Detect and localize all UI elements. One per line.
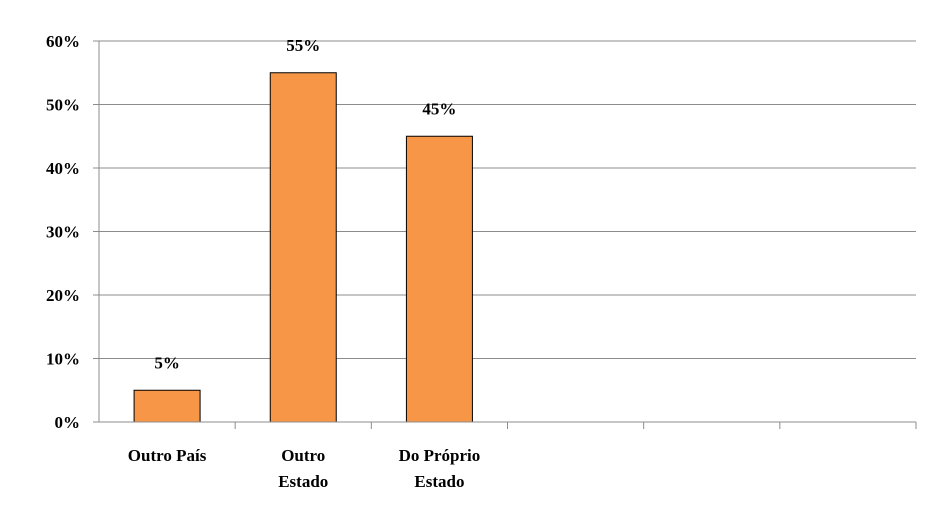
bar xyxy=(269,72,337,423)
x-category-label: Estado xyxy=(278,472,328,491)
x-category-label: Outro xyxy=(281,446,325,465)
y-tick-label: 60% xyxy=(46,32,80,51)
y-tick-label: 0% xyxy=(55,413,81,432)
y-tick-label: 20% xyxy=(46,286,80,305)
data-labels: 5% 55% 45% xyxy=(154,36,456,373)
axes xyxy=(98,41,917,429)
gridlines xyxy=(93,40,916,423)
x-axis-category-labels: Outro País Outro Estado Do Próprio Estado xyxy=(128,446,480,491)
y-tick-label: 10% xyxy=(46,350,80,369)
bar xyxy=(405,135,473,423)
y-tick-label: 40% xyxy=(46,159,80,178)
data-label: 45% xyxy=(422,99,456,118)
x-category-label: Outro País xyxy=(128,446,207,465)
bars xyxy=(133,72,473,423)
bar xyxy=(133,389,201,423)
data-label: 5% xyxy=(154,353,180,372)
y-axis-tick-labels: 0% 10% 20% 30% 40% 50% 60% xyxy=(46,32,80,432)
data-label: 55% xyxy=(286,36,320,55)
y-tick-label: 30% xyxy=(46,223,80,242)
x-category-label: Estado xyxy=(414,472,464,491)
y-tick-label: 50% xyxy=(46,96,80,115)
x-category-label: Do Próprio xyxy=(399,446,481,465)
